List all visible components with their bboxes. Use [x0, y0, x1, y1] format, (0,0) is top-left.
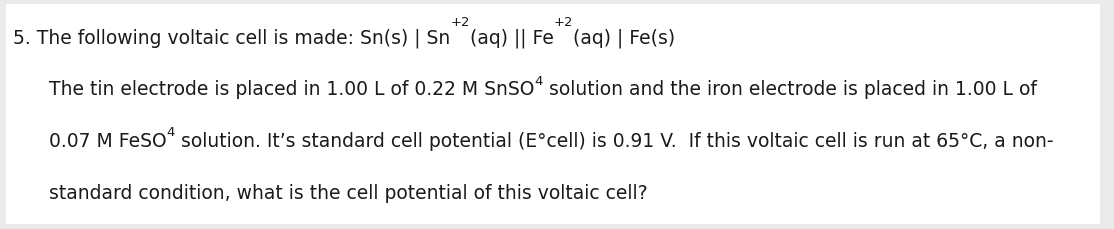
Text: 4: 4	[535, 74, 543, 87]
Text: +2: +2	[554, 16, 574, 29]
Text: standard condition, what is the cell potential of this voltaic cell?: standard condition, what is the cell pot…	[49, 183, 647, 202]
Text: +2: +2	[451, 16, 470, 29]
Text: 4: 4	[167, 126, 175, 139]
Text: 5. The following voltaic cell is made: Sn(s) | Sn: 5. The following voltaic cell is made: S…	[13, 29, 451, 48]
Text: 0.07 M FeSO: 0.07 M FeSO	[49, 132, 167, 151]
Text: solution. It’s standard cell potential (E°cell) is 0.91 V.  If this voltaic cell: solution. It’s standard cell potential (…	[175, 132, 1054, 151]
Text: The tin electrode is placed in 1.00 L of 0.22 M SnSO: The tin electrode is placed in 1.00 L of…	[49, 80, 535, 99]
Text: (aq) || Fe: (aq) || Fe	[470, 29, 554, 48]
Text: solution and the iron electrode is placed in 1.00 L of: solution and the iron electrode is place…	[543, 80, 1037, 99]
Text: (aq) | Fe(s): (aq) | Fe(s)	[574, 29, 675, 48]
